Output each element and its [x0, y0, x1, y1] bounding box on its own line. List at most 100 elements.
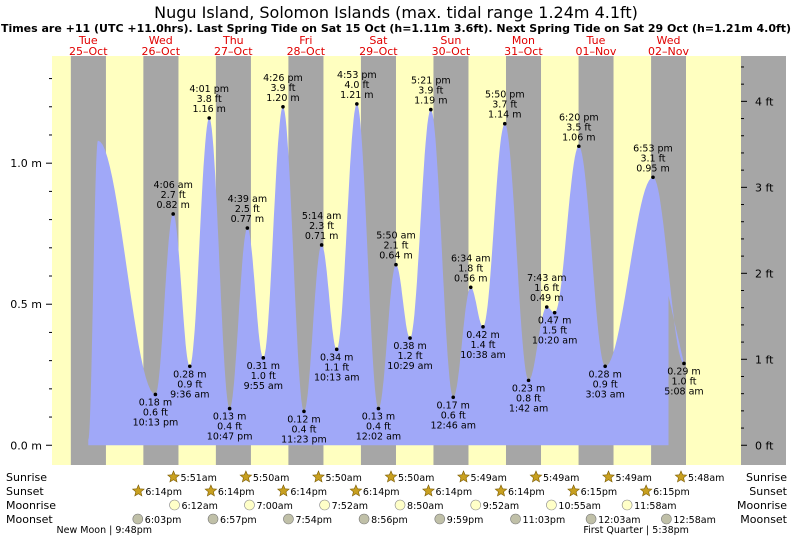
axes: 0.0 m 0.5 m 1.0 m 0 ft 1 ft 2 ft 3 ft 4 ft [10, 66, 774, 452]
moon-phase-label: New Moon | 9:48pm [57, 525, 152, 536]
moonset-row-label-right: Moonset [740, 513, 787, 526]
moonset-time-label: 6:57pm [220, 515, 257, 526]
high-tide-label: 2.5 ft [235, 204, 260, 215]
low-tide-label: 0.47 m [538, 316, 571, 327]
low-tide-label: 0.4 ft [217, 422, 242, 433]
sunset-time-label: 6:14pm [145, 487, 182, 498]
day-name-label: Tue [78, 34, 98, 47]
low-tide-label: 0.13 m [213, 412, 246, 423]
moonrise-time-label: 9:52am [483, 501, 519, 512]
high-tide-label: 0.77 m [231, 214, 264, 225]
low-tide-label: 0.4 ft [291, 424, 316, 435]
high-tide-label: 5:14 am [302, 211, 341, 222]
low-tide-label: 10:20 am [532, 336, 577, 347]
low-tide-label: 0.8 ft [516, 393, 541, 404]
tide-point [281, 104, 285, 109]
high-tide-label: 3.8 ft [197, 94, 222, 105]
tide-point [188, 364, 192, 369]
moonset-time-label: 11:03pm [523, 515, 566, 526]
tide-point [468, 285, 473, 290]
tide-point [355, 102, 359, 106]
high-tide-label: 0.82 m [156, 200, 189, 211]
tide-point [245, 226, 250, 230]
tide-point [428, 107, 433, 112]
low-tide-label: 10:29 am [387, 361, 432, 372]
low-tide-label: 0.38 m [393, 341, 426, 352]
high-tide-label: 0.64 m [379, 251, 412, 262]
moonrise-icon [394, 499, 406, 511]
high-tide-label: 1.06 m [562, 132, 595, 143]
moonset-icon [510, 513, 521, 525]
low-tide-label: 0.28 m [173, 369, 206, 380]
moonrise-time-label: 10:55am [558, 501, 600, 512]
low-tide-label: 1.0 ft [251, 371, 276, 382]
tide-point [227, 406, 232, 411]
low-tide-label: 0.34 m [320, 352, 353, 363]
sunset-time-label: 6:14pm [435, 487, 472, 498]
low-tide-label: 10:13 am [314, 372, 359, 383]
low-tide-label: 0.4 ft [366, 422, 391, 433]
low-tide-label: 0.17 m [437, 400, 470, 411]
day-name-label: Thu [222, 34, 244, 47]
moonrise-time-label: 8:50am [407, 501, 443, 512]
right-tick-label: 0 ft [755, 439, 774, 452]
sun-icon [131, 484, 145, 497]
day-name-label: Tue [586, 34, 606, 47]
sunset-time-label: 6:15pm [581, 487, 618, 498]
moonset-icon [132, 513, 144, 525]
sunrise-time-label: 5:50am [398, 473, 434, 484]
high-tide-label: 4:01 pm [189, 84, 229, 95]
tide-point [394, 262, 398, 267]
low-tide-label: 1.4 ft [471, 340, 496, 351]
day-name-label: Mon [512, 34, 535, 47]
tide-point [408, 336, 412, 340]
sunrise-row-label-left: Sunrise [6, 471, 47, 484]
day-name-label: Wed [149, 34, 173, 47]
sunrise-time-label: 5:50am [253, 473, 289, 484]
moonset-time-label: 9:59pm [447, 515, 484, 526]
day-name-label: Wed [656, 34, 680, 47]
high-tide-label: 1.8 ft [458, 263, 483, 274]
low-tide-label: 0.23 m [512, 383, 545, 394]
sun-icon [276, 484, 290, 497]
tide-point [603, 364, 607, 369]
moonset-icon [283, 513, 294, 525]
high-tide-label: 1.14 m [488, 110, 521, 121]
low-tide-label: 0.18 m [139, 397, 172, 408]
high-tide-label: 4:06 am [153, 180, 192, 191]
low-tide-label: 0.6 ft [441, 410, 466, 421]
moonset-icon [585, 513, 597, 525]
tide-point [261, 356, 266, 360]
sunrise-time-label: 5:48am [688, 473, 724, 484]
tide-point [682, 361, 686, 366]
high-tide-label: 5:50 am [376, 231, 415, 242]
high-tide-label: 1.16 m [192, 104, 225, 115]
high-tide-label: 4.0 ft [344, 80, 369, 91]
tide-point [526, 378, 531, 383]
moonrise-row-label-left: Moonrise [6, 499, 56, 512]
high-tide-label: 5:50 pm [485, 90, 525, 101]
tide-point [376, 406, 381, 411]
sun-icon [567, 484, 581, 497]
day-date-label: 28–Oct [287, 45, 326, 58]
tide-point [207, 116, 212, 120]
sun-icon [602, 470, 615, 483]
low-tide-label: 0.42 m [466, 330, 499, 341]
high-tide-label: 1.20 m [266, 93, 299, 104]
right-tick-label: 3 ft [755, 181, 774, 194]
right-tick-label: 4 ft [755, 95, 774, 108]
tide-point [552, 310, 557, 315]
right-tick-label: 2 ft [755, 267, 774, 280]
moonrise-time-label: 6:12am [182, 501, 218, 512]
low-tide-label: 1.0 ft [671, 376, 696, 387]
sun-icon [639, 484, 653, 497]
high-tide-label: 0.56 m [454, 273, 487, 284]
low-tide-label: 0.13 m [362, 412, 395, 423]
high-tide-label: 4:26 pm [263, 73, 303, 84]
moonset-time-label: 12:03am [598, 515, 640, 526]
low-tide-label: 11:23 pm [281, 434, 327, 445]
sun-icon [529, 470, 543, 483]
